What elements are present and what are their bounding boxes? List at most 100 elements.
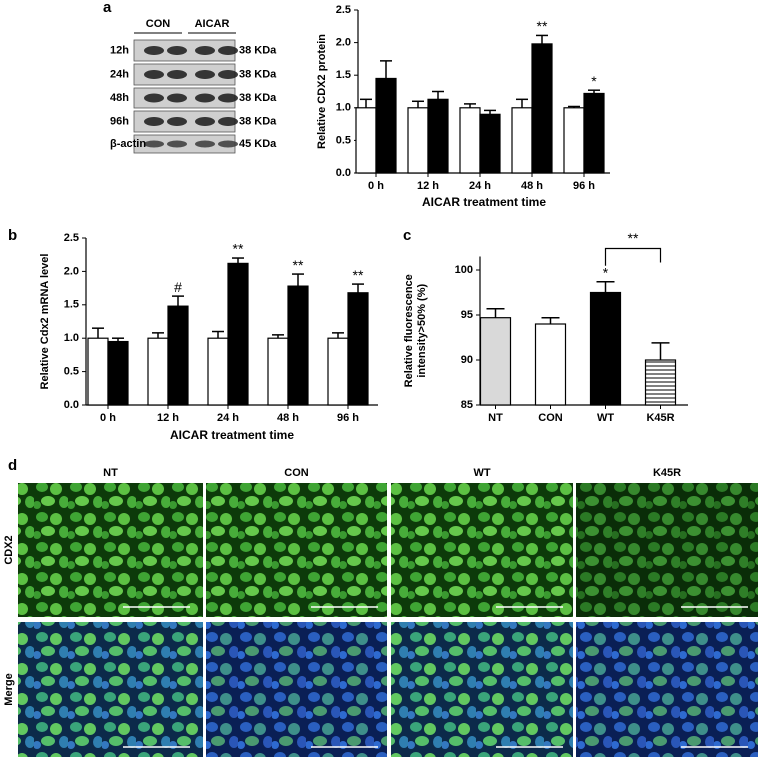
y-tick-label: 90	[461, 354, 473, 366]
y-axis-label: Relative Cdx2 mRNA level	[39, 254, 51, 390]
blot-group-label: AICAR	[195, 18, 230, 30]
bar	[347, 292, 369, 406]
error-bar	[152, 332, 164, 339]
x-tick-label: 48 h	[277, 412, 299, 424]
y-tick-label: 1.0	[64, 332, 79, 344]
error-bar	[172, 295, 184, 307]
micrograph-image	[18, 622, 203, 757]
error-bar	[536, 34, 548, 44]
micrograph-column-label: CON	[284, 467, 309, 479]
error-bar	[516, 98, 528, 108]
error-bar	[596, 280, 615, 293]
x-tick-label: 12 h	[157, 412, 179, 424]
y-tick-label: 95	[461, 309, 473, 321]
blot-band	[144, 93, 164, 103]
bar	[459, 107, 481, 174]
significance-mark: **	[233, 241, 244, 257]
blot-size-label: 38 KDa	[239, 115, 277, 127]
blot-band	[167, 140, 187, 148]
comparison-label: **	[628, 230, 639, 246]
x-tick-label: 24 h	[217, 412, 239, 424]
bar	[87, 337, 109, 406]
blot-row-label: 12h	[110, 44, 129, 56]
blot-band	[195, 46, 215, 55]
error-bar	[380, 60, 392, 79]
bar	[227, 262, 249, 406]
y-tick-label: 0.5	[64, 366, 79, 378]
blot-band	[144, 46, 164, 55]
bar	[589, 291, 622, 406]
y-tick-label: 100	[455, 264, 473, 276]
panel-letter: a	[103, 0, 112, 16]
blot-band	[218, 117, 238, 126]
x-tick-label: 0 h	[368, 180, 384, 192]
bar	[644, 359, 677, 406]
blot-band	[144, 70, 164, 79]
micrograph-column-label: NT	[103, 467, 118, 479]
y-tick-label: 0.0	[336, 167, 351, 179]
x-tick-label: CON	[538, 412, 563, 424]
significance-mark: *	[603, 264, 609, 280]
blot-size-label: 38 KDa	[239, 44, 277, 56]
micrograph-column-label: WT	[473, 467, 490, 479]
bar	[534, 323, 567, 406]
blot-band	[195, 140, 215, 148]
micrograph-image	[206, 622, 387, 757]
blot-band	[218, 46, 238, 55]
y-tick-label: 2.0	[336, 37, 351, 49]
blot-row-label: β-actin	[110, 138, 146, 150]
bar	[511, 107, 533, 174]
blot-size-label: 38 KDa	[239, 92, 277, 104]
y-tick-label: 2.5	[336, 4, 351, 16]
bar	[583, 92, 605, 174]
micrograph-image	[576, 483, 758, 617]
significance-mark: **	[537, 18, 548, 34]
significance-mark: #	[174, 279, 182, 295]
y-axis-label: Relative fluorescence	[403, 274, 415, 387]
blot-band	[218, 93, 238, 103]
blot-group-label: CON	[146, 18, 171, 30]
bar	[267, 337, 289, 406]
error-bar	[112, 337, 124, 342]
blot-band	[167, 93, 187, 103]
y-tick-label: 0.5	[336, 134, 351, 146]
significance-mark: *	[591, 73, 597, 89]
blot-row-label: 24h	[110, 68, 129, 80]
bar	[167, 305, 189, 406]
y-tick-label: 0.0	[64, 399, 79, 411]
y-tick-label: 1.5	[336, 69, 351, 81]
error-bar	[92, 327, 104, 339]
blot-band	[144, 117, 164, 126]
error-bar	[484, 109, 496, 115]
error-bar	[272, 334, 284, 339]
y-tick-label: 1.0	[336, 102, 351, 114]
x-tick-label: NT	[488, 412, 503, 424]
bar	[207, 337, 229, 406]
bar	[427, 98, 449, 174]
bar	[355, 107, 377, 174]
blot-band	[195, 70, 215, 79]
error-bar	[541, 316, 560, 324]
error-bar	[232, 257, 244, 264]
x-tick-label: 48 h	[521, 180, 543, 192]
error-bar	[588, 89, 600, 94]
x-tick-label: 0 h	[100, 412, 116, 424]
x-tick-label: 24 h	[469, 180, 491, 192]
blot-band	[167, 70, 187, 79]
micrograph-image	[391, 483, 573, 617]
micrograph-row-label: Merge	[3, 673, 15, 705]
x-tick-label: 96 h	[337, 412, 359, 424]
micrograph-image	[391, 622, 573, 757]
y-tick-label: 2.5	[64, 232, 79, 244]
error-bar	[212, 330, 224, 339]
bar	[479, 113, 501, 174]
y-axis-label: Relative CDX2 protein	[316, 34, 328, 149]
blot-size-label: 38 KDa	[239, 68, 277, 80]
x-tick-label: WT	[597, 412, 614, 424]
blot-band	[167, 117, 187, 126]
blot-band	[218, 70, 238, 79]
panel-letter: d	[8, 457, 17, 474]
y-tick-label: 2.0	[64, 265, 79, 277]
